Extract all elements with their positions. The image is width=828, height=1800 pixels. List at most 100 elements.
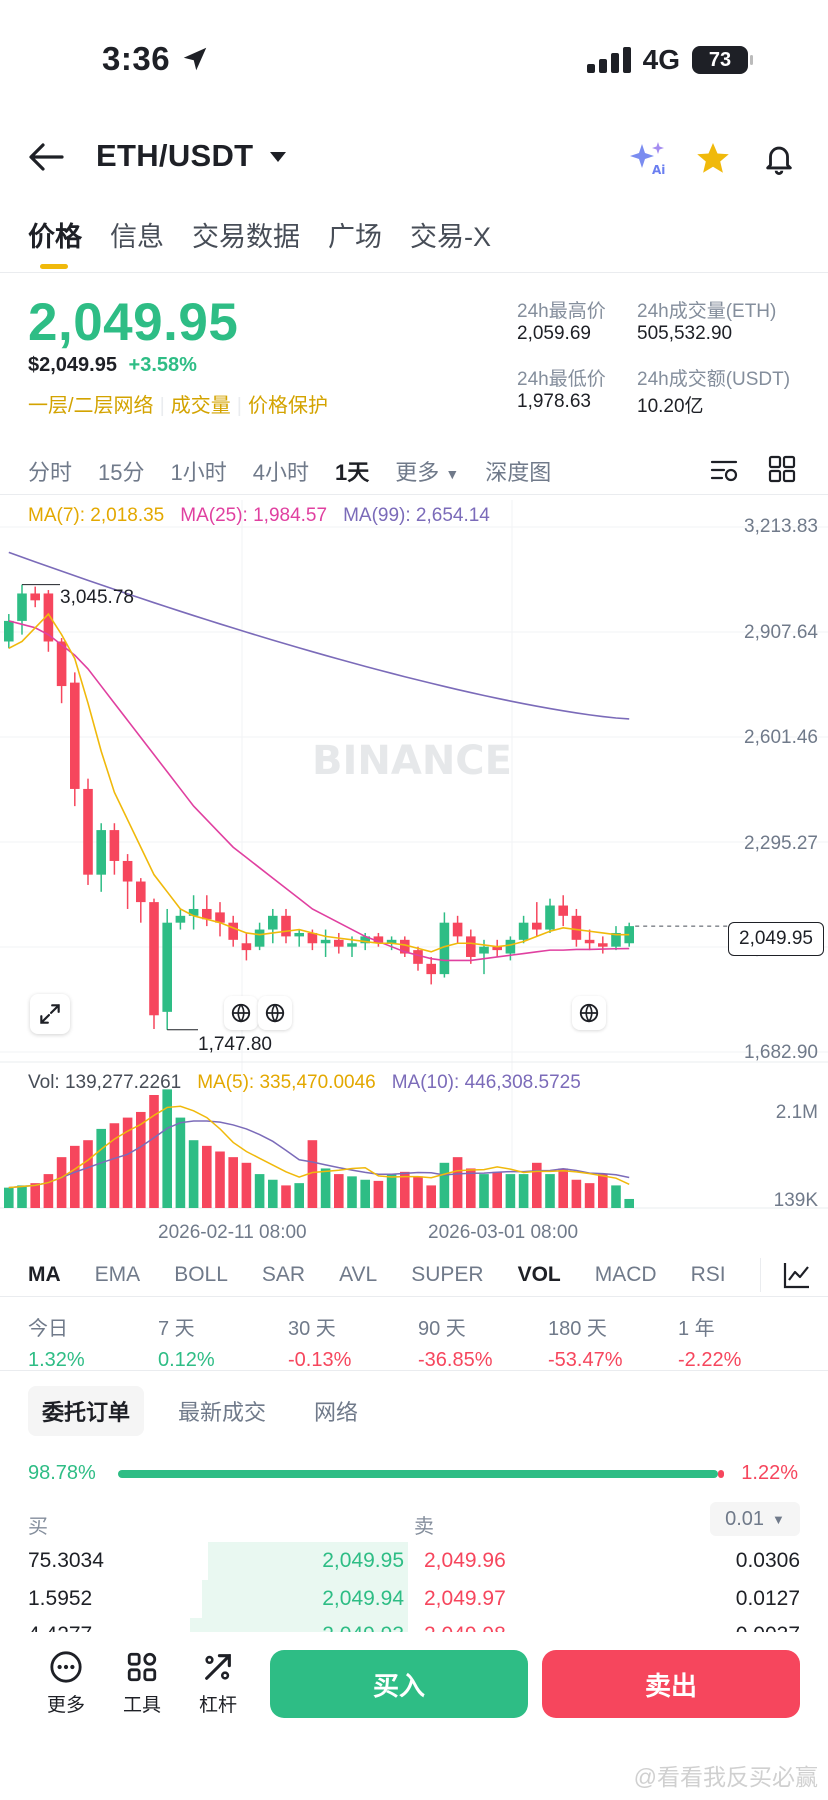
volume-bar xyxy=(70,1145,80,1208)
vol-ma5: MA(5): 335,470.0046 xyxy=(197,1072,376,1093)
ma99-legend: MA(99): 2,654.14 xyxy=(343,505,490,526)
volume-bar xyxy=(558,1168,568,1208)
candlestick-chart[interactable]: BINANCE xyxy=(0,500,828,1240)
interval-1d[interactable]: 1天 xyxy=(335,460,370,485)
globe-icon[interactable] xyxy=(224,996,258,1030)
ask-price[interactable]: 2,049.96 xyxy=(424,1549,506,1572)
more-button[interactable]: 更多 xyxy=(36,1650,96,1717)
bid-price[interactable]: 2,049.95 xyxy=(322,1549,404,1572)
tab-trading-data[interactable]: 交易数据 xyxy=(192,222,300,252)
divider xyxy=(760,1258,761,1292)
sell-column-label: 卖 xyxy=(414,1516,434,1538)
candle-body xyxy=(334,939,344,947)
indicator-macd[interactable]: MACD xyxy=(594,1263,657,1286)
globe-icon[interactable] xyxy=(572,996,606,1030)
interval-more[interactable]: 更多 ▼ xyxy=(395,460,460,485)
tag-volume[interactable]: 成交量 xyxy=(170,395,231,417)
ask-qty[interactable]: 0.0306 xyxy=(735,1549,800,1572)
high-marker: 3,045.78 xyxy=(60,587,134,608)
chevron-down-icon[interactable] xyxy=(270,152,286,162)
volume-bar xyxy=(624,1198,634,1208)
vol-tick-0: 2.1M xyxy=(775,1102,818,1123)
ma7-line xyxy=(8,612,630,953)
volume-bar xyxy=(83,1140,93,1208)
x-tick-0: 2026-02-11 08:00 xyxy=(158,1222,307,1243)
volume-bar xyxy=(452,1157,463,1208)
interval-1h[interactable]: 1小时 xyxy=(170,460,227,485)
tab-order-book[interactable]: 委托订单 xyxy=(28,1386,145,1436)
bid-price[interactable]: 2,049.94 xyxy=(322,1587,404,1610)
ask-qty[interactable]: 0.0127 xyxy=(735,1587,800,1610)
tag-protection[interactable]: 价格保护 xyxy=(247,395,328,417)
indicator-super[interactable]: SUPER xyxy=(411,1263,484,1286)
volume-bar xyxy=(149,1095,159,1208)
candle-body xyxy=(413,950,423,964)
x-tick-1: 2026-03-01 08:00 xyxy=(428,1222,579,1243)
leverage-button[interactable]: 杠杆 xyxy=(188,1650,248,1717)
candle-body xyxy=(202,908,212,920)
favorite-star-icon[interactable] xyxy=(694,140,732,176)
candle-body xyxy=(149,902,159,1016)
globe-icon[interactable] xyxy=(258,996,292,1030)
tab-square[interactable]: 广场 xyxy=(328,222,382,252)
volume-bar xyxy=(347,1176,357,1208)
interval-15m[interactable]: 15分 xyxy=(98,460,145,485)
indicator-sar[interactable]: SAR xyxy=(261,1263,306,1286)
candle-body xyxy=(70,682,80,789)
volume-bar xyxy=(373,1180,384,1208)
pair-title[interactable]: ETH/USDT xyxy=(96,138,254,173)
expand-icon xyxy=(40,1004,60,1024)
indicator-ema[interactable]: EMA xyxy=(94,1263,141,1286)
perf-30d: 30 天 -0.13% xyxy=(288,1312,351,1372)
chart-settings-icon[interactable] xyxy=(710,456,738,484)
expand-chart-button[interactable] xyxy=(30,994,70,1034)
interval-4h[interactable]: 4小时 xyxy=(252,460,309,485)
indicator-chart-icon[interactable] xyxy=(782,1260,812,1290)
tag-layer[interactable]: 一层/二层网络 xyxy=(28,395,154,417)
indicator-ma[interactable]: MA xyxy=(28,1263,61,1286)
event-markers[interactable] xyxy=(224,996,292,1030)
volume-bar xyxy=(162,1089,172,1208)
indicator-rsi[interactable]: RSI xyxy=(690,1263,726,1286)
sell-button[interactable]: 卖出 xyxy=(542,1650,800,1718)
candle-body xyxy=(83,788,93,875)
perf-90d: 90 天 -36.85% xyxy=(418,1312,493,1372)
active-tab-indicator xyxy=(40,264,68,269)
candle-body xyxy=(294,932,304,937)
ma25-line xyxy=(8,620,630,962)
candle-body xyxy=(228,922,238,940)
buy-button[interactable]: 买入 xyxy=(270,1650,528,1718)
tab-network[interactable]: 网络 xyxy=(314,1400,359,1425)
buy-column-label: 买 xyxy=(28,1516,48,1538)
candle-body xyxy=(492,946,502,951)
volume-bar xyxy=(215,1151,225,1208)
precision-select[interactable]: 0.01 ▼ xyxy=(710,1502,800,1536)
perf-value: -53.47% xyxy=(548,1349,623,1371)
bell-icon[interactable] xyxy=(762,140,796,176)
interval-depth[interactable]: 深度图 xyxy=(485,460,552,485)
volume-bar xyxy=(109,1123,120,1208)
ai-sparkle-icon[interactable]: Ai xyxy=(628,140,668,176)
tab-trade-x[interactable]: 交易-X xyxy=(410,222,491,252)
back-arrow-icon[interactable] xyxy=(28,142,64,172)
bid-qty[interactable]: 1.5952 xyxy=(28,1587,93,1610)
volume-bar xyxy=(360,1179,370,1208)
indicator-boll[interactable]: BOLL xyxy=(174,1263,228,1286)
volume-bar xyxy=(175,1117,186,1208)
tab-price[interactable]: 价格 xyxy=(28,222,82,252)
bid-qty[interactable]: 75.3034 xyxy=(28,1549,104,1572)
usd-price: $2,049.95 xyxy=(28,354,117,376)
tools-button[interactable]: 工具 xyxy=(112,1650,172,1717)
ma7-legend: MA(7): 2,018.35 xyxy=(28,505,165,526)
indicator-vol[interactable]: VOL xyxy=(517,1263,561,1286)
tab-latest-trades[interactable]: 最新成交 xyxy=(178,1400,267,1425)
interval-timeline[interactable]: 分时 xyxy=(28,460,73,485)
candle-body xyxy=(122,860,133,882)
ask-price[interactable]: 2,049.97 xyxy=(424,1587,506,1610)
candle-body xyxy=(30,593,40,601)
tab-info[interactable]: 信息 xyxy=(110,222,164,252)
candle-body xyxy=(426,963,436,975)
candle-body xyxy=(347,943,357,947)
indicator-avl[interactable]: AVL xyxy=(339,1263,378,1286)
grid-layout-icon[interactable] xyxy=(768,455,796,483)
